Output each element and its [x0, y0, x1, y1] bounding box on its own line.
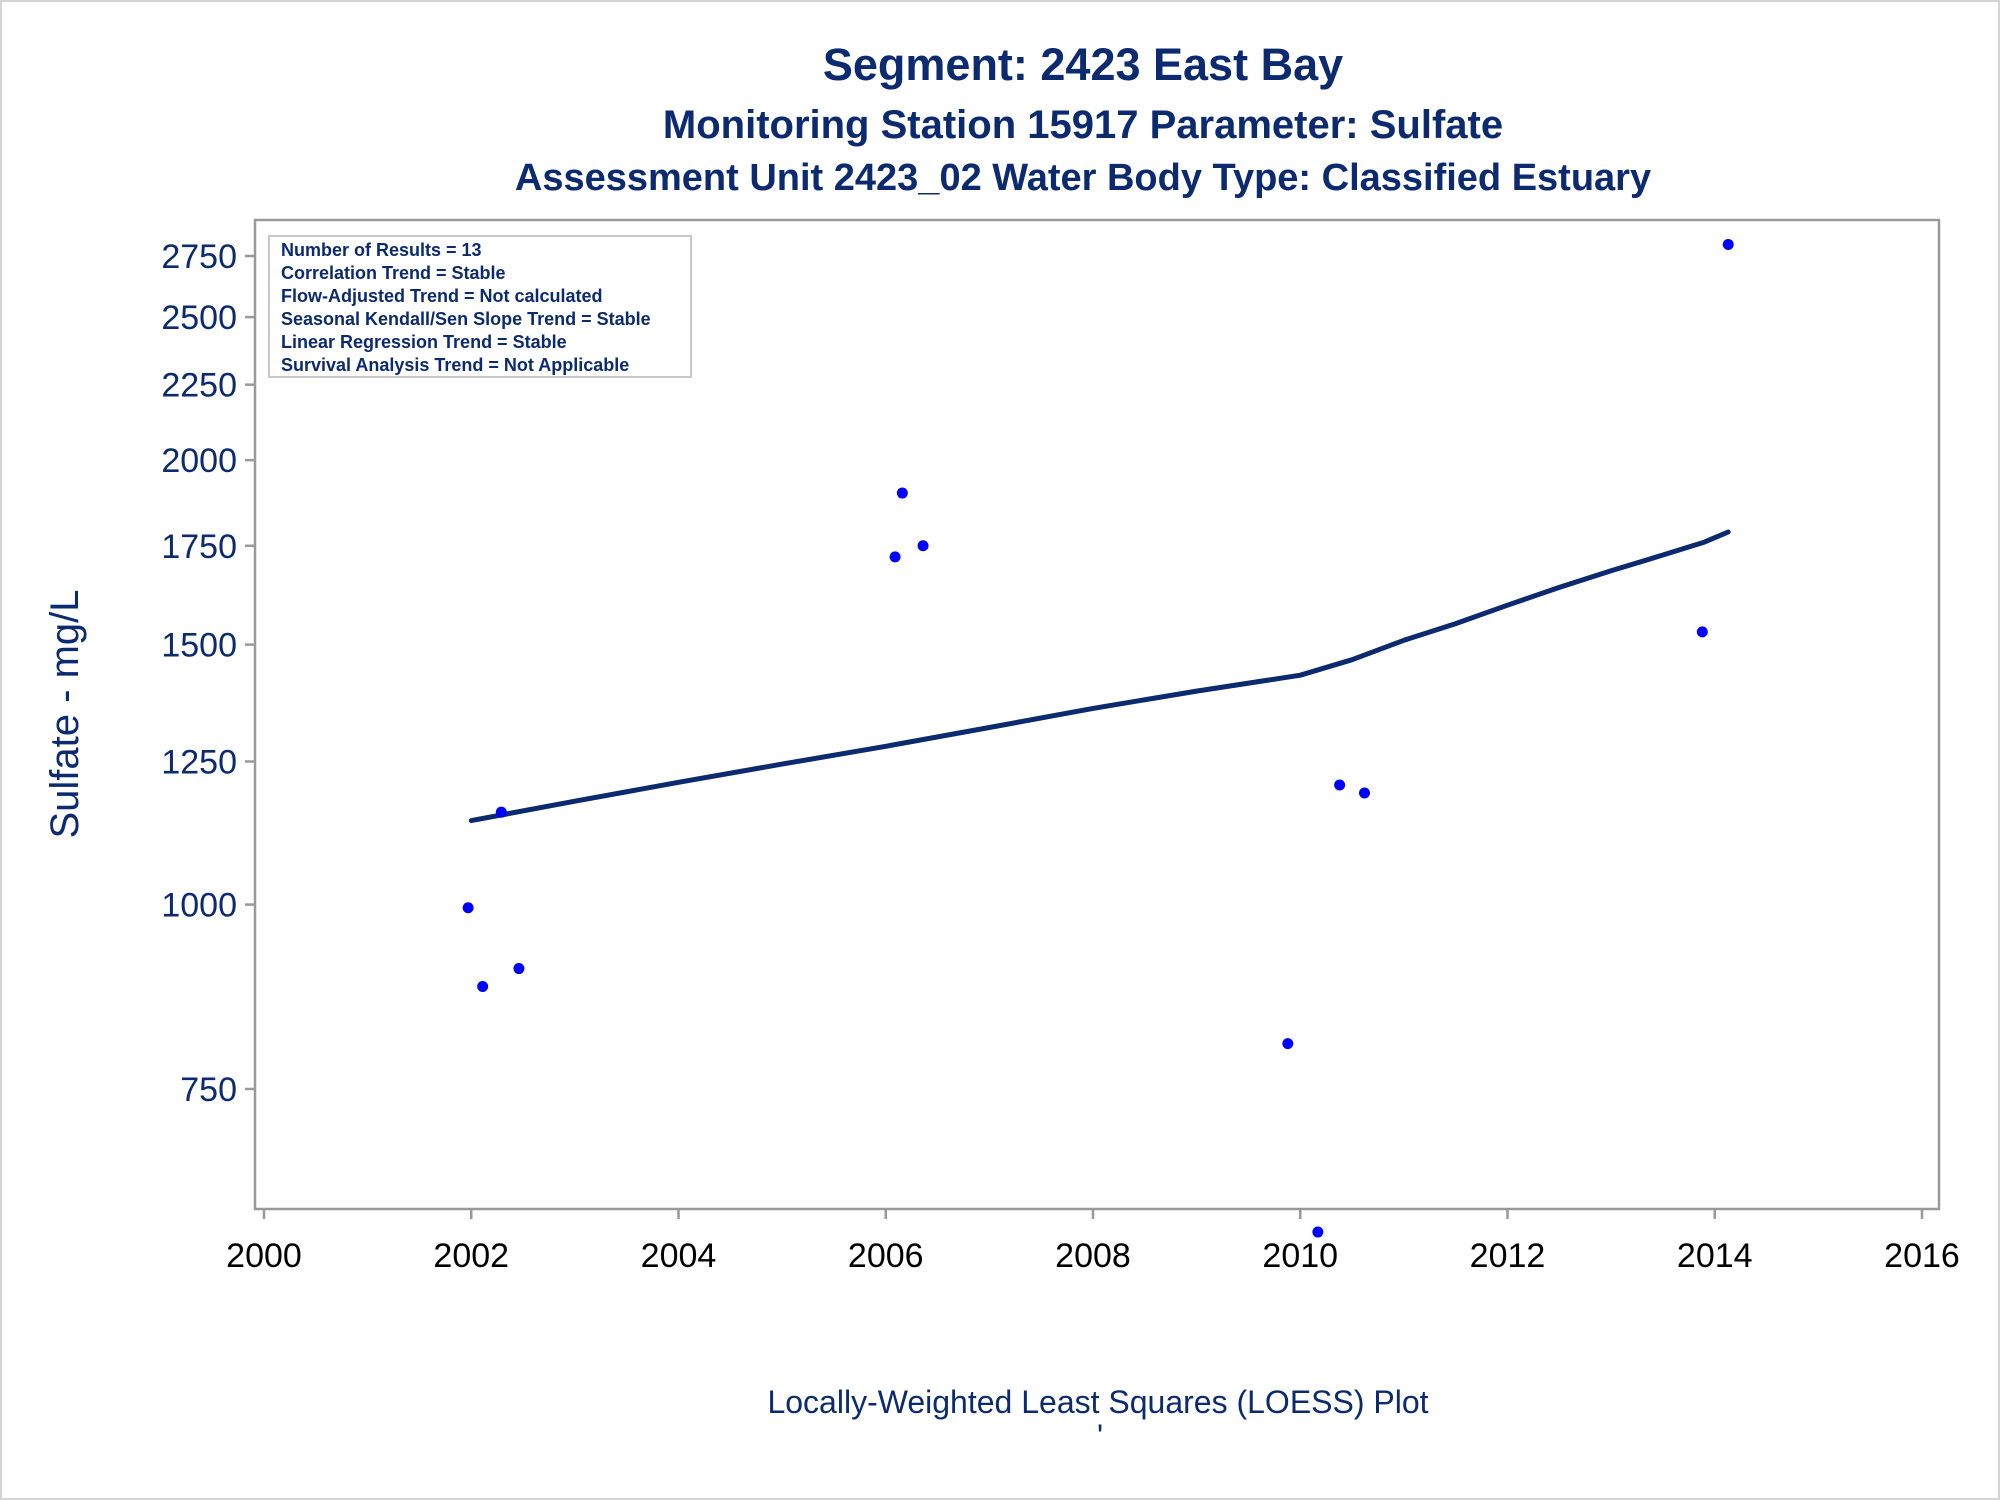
- loess-trend-line: [468, 529, 1731, 824]
- y-tick-label: 750: [180, 1071, 237, 1109]
- chart-subtitle-assessment: Assessment Unit 2423_02 Water Body Type:…: [515, 157, 1651, 199]
- y-axis: 750 1000 1250 1500 1750 2000 2250 2500 2750: [161, 238, 255, 1109]
- sample-point: [495, 806, 507, 818]
- chart-subtitle-station: Monitoring Station 15917 Parameter: Sulf…: [663, 103, 1503, 147]
- y-tick-label: 2000: [161, 442, 237, 480]
- x-tick-label: 2016: [1884, 1237, 1960, 1275]
- sample-point: [1722, 238, 1734, 250]
- sample-point: [917, 540, 929, 552]
- y-tick-label: 2500: [161, 299, 237, 337]
- y-tick-label: 1000: [161, 887, 237, 925]
- x-tick-label: 2008: [1055, 1237, 1131, 1275]
- footnote-mark: ': [1097, 1418, 1103, 1454]
- sample-point: [1696, 626, 1708, 638]
- plot-footnote: Locally-Weighted Least Squares (LOESS) P…: [767, 1384, 1428, 1420]
- summary-survival-analysis-trend: Survival Analysis Trend = Not Applicable: [281, 355, 629, 375]
- sample-point: [889, 551, 901, 563]
- sample-point: [513, 963, 525, 975]
- trend-summary-box: Number of Results = 13 Correlation Trend…: [268, 235, 692, 378]
- sample-point: [1334, 779, 1346, 791]
- summary-flow-adjusted-trend: Flow-Adjusted Trend = Not calculated: [281, 286, 603, 306]
- summary-number-of-results: Number of Results = 13: [281, 240, 482, 260]
- sample-point: [1282, 1038, 1294, 1050]
- summary-correlation-trend: Correlation Trend = Stable: [281, 263, 506, 283]
- sample-point: [462, 902, 474, 914]
- trend-summary-border: [268, 235, 692, 378]
- sample-point: [896, 487, 908, 499]
- plot-area: [253, 218, 1941, 1211]
- chart-title: Segment: 2423 East Bay: [823, 39, 1343, 90]
- y-tick-label: 1750: [161, 528, 237, 566]
- y-tick-label: 2750: [161, 238, 237, 276]
- x-tick-label: 2002: [433, 1237, 509, 1275]
- summary-seasonal-kendall-trend: Seasonal Kendall/Sen Slope Trend = Stabl…: [281, 309, 651, 329]
- sample-point: [477, 981, 489, 993]
- x-tick-label: 2006: [848, 1237, 924, 1275]
- y-tick-label: 1500: [161, 627, 237, 665]
- sample-point: [1312, 1226, 1324, 1238]
- y-tick-label: 2250: [161, 367, 237, 405]
- summary-linear-regression-trend: Linear Regression Trend = Stable: [281, 332, 567, 352]
- x-tick-label: 2010: [1262, 1237, 1338, 1275]
- sample-point: [1358, 787, 1370, 799]
- y-tick-label: 1250: [161, 743, 237, 781]
- x-tick-label: 2014: [1677, 1237, 1753, 1275]
- x-tick-label: 2000: [226, 1237, 302, 1275]
- x-tick-label: 2012: [1470, 1237, 1546, 1275]
- x-axis: 2000 2002 2004 2006 2008 2010 2012 2014 2016: [226, 1209, 1960, 1275]
- x-tick-label: 2004: [641, 1237, 717, 1275]
- series-layer: [462, 238, 1734, 1238]
- y-axis-label: Sulfate - mg/L: [43, 589, 87, 838]
